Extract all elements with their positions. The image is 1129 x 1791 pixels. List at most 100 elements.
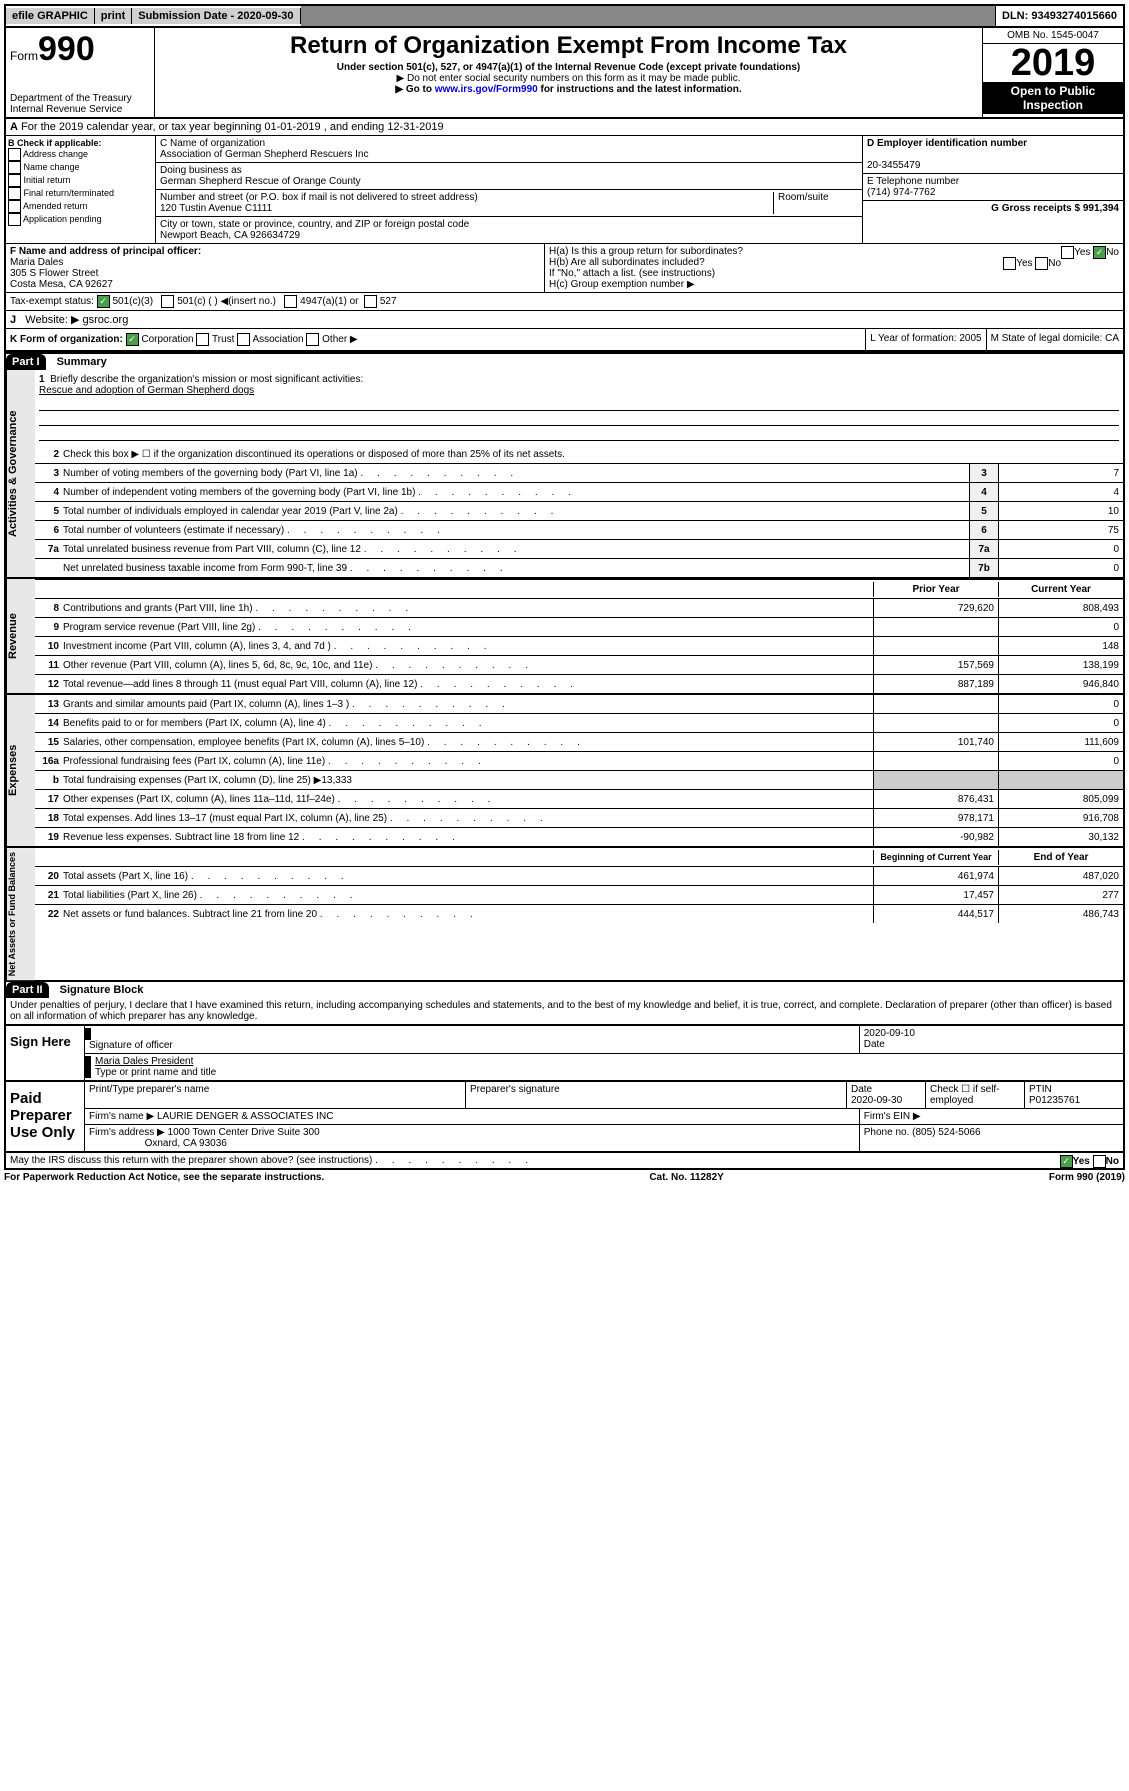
- prep-name-header: Print/Type preparer's name: [85, 1082, 466, 1108]
- efile-button[interactable]: efile GRAPHIC: [6, 8, 95, 24]
- table-row: 10Investment income (Part VIII, column (…: [35, 637, 1123, 656]
- check-pending[interactable]: Application pending: [8, 213, 153, 226]
- firm-addr2: Oxnard, CA 93036: [145, 1138, 227, 1149]
- officer-addr2: Costa Mesa, CA 92627: [10, 279, 113, 290]
- inspection-label: Open to PublicInspection: [983, 82, 1123, 114]
- form-title: Return of Organization Exempt From Incom…: [157, 32, 980, 60]
- state-domicile: M State of legal domicile: CA: [987, 329, 1123, 350]
- tax-exempt-label: Tax-exempt status:: [10, 296, 94, 307]
- boy-header: Beginning of Current Year: [873, 850, 998, 864]
- q1-label: Briefly describe the organization's miss…: [50, 374, 363, 385]
- dba-label: Doing business as: [160, 165, 858, 176]
- table-row: Net unrelated business taxable income fr…: [35, 559, 1123, 577]
- room-suite: Room/suite: [773, 192, 858, 214]
- check-501c3[interactable]: ✓: [97, 295, 110, 308]
- check-name[interactable]: Name change: [8, 161, 153, 174]
- check-final[interactable]: Final return/terminated: [8, 187, 153, 200]
- table-row: 21Total liabilities (Part X, line 26)17,…: [35, 886, 1123, 905]
- page-footer: For Paperwork Reduction Act Notice, see …: [4, 1170, 1125, 1185]
- form-header: Form990 Department of the Treasury Inter…: [4, 28, 1125, 119]
- ha-row: H(a) Is this a group return for subordin…: [549, 246, 1119, 257]
- phone-value: (714) 974-7762: [867, 187, 935, 198]
- table-row: 15Salaries, other compensation, employee…: [35, 733, 1123, 752]
- irs-label: Internal Revenue Service: [10, 104, 150, 115]
- check-address[interactable]: Address change: [8, 148, 153, 161]
- sign-here-section: Sign Here Signature of officer 2020-09-1…: [4, 1025, 1125, 1082]
- check-corp[interactable]: ✓: [126, 333, 139, 346]
- row-a: A For the 2019 calendar year, or tax yea…: [4, 119, 1125, 136]
- addr-label: Number and street (or P.O. box if mail i…: [160, 192, 773, 203]
- check-initial[interactable]: Initial return: [8, 174, 153, 187]
- city-state-zip: Newport Beach, CA 926634729: [160, 230, 858, 241]
- table-row: 7aTotal unrelated business revenue from …: [35, 540, 1123, 559]
- section-b: B Check if applicable: Address change Na…: [6, 136, 156, 243]
- print-button[interactable]: print: [95, 8, 132, 24]
- self-employed-check[interactable]: Check ☐ if self-employed: [926, 1082, 1025, 1108]
- row-j: J Website: ▶ gsroc.org: [4, 311, 1125, 329]
- table-row: 18Total expenses. Add lines 13–17 (must …: [35, 809, 1123, 828]
- form-number: Form990: [10, 30, 150, 69]
- table-row: 9Program service revenue (Part VIII, lin…: [35, 618, 1123, 637]
- table-row: 3Number of voting members of the governi…: [35, 464, 1123, 483]
- table-row: 4Number of independent voting members of…: [35, 483, 1123, 502]
- paid-preparer-section: Paid Preparer Use Only Print/Type prepar…: [4, 1082, 1125, 1153]
- info-grid: B Check if applicable: Address change Na…: [4, 136, 1125, 244]
- irs-link[interactable]: www.irs.gov/Form990: [435, 84, 538, 95]
- table-row: 12Total revenue—add lines 8 through 11 (…: [35, 675, 1123, 693]
- table-row: 16aProfessional fundraising fees (Part I…: [35, 752, 1123, 771]
- discuss-yes[interactable]: ✓: [1060, 1155, 1073, 1168]
- street-address: 120 Tustin Avenue C1111: [160, 203, 773, 214]
- eoy-header: End of Year: [998, 850, 1123, 865]
- paid-preparer-label: Paid Preparer Use Only: [6, 1082, 85, 1151]
- top-bar: efile GRAPHIC print Submission Date - 20…: [4, 4, 1125, 28]
- org-name-label: C Name of organization: [160, 138, 858, 149]
- ptin-value: P01235761: [1029, 1095, 1080, 1106]
- gross-receipts: G Gross receipts $ 991,394: [991, 203, 1119, 214]
- row-k: K Form of organization: ✓ Corporation Tr…: [4, 329, 1125, 352]
- pra-notice: For Paperwork Reduction Act Notice, see …: [4, 1172, 324, 1183]
- table-row: 5Total number of individuals employed in…: [35, 502, 1123, 521]
- form-footer: Form 990 (2019): [1049, 1172, 1125, 1183]
- perjury-text: Under penalties of perjury, I declare th…: [4, 998, 1125, 1025]
- org-name: Association of German Shepherd Rescuers …: [160, 149, 858, 160]
- revenue-section: Revenue Prior Year Current Year 8Contrib…: [4, 579, 1125, 695]
- side-expenses: Expenses: [6, 695, 35, 846]
- expenses-section: Expenses 13Grants and similar amounts pa…: [4, 695, 1125, 848]
- officer-label: F Name and address of principal officer:: [10, 246, 201, 257]
- netassets-section: Net Assets or Fund Balances Beginning of…: [4, 848, 1125, 982]
- tax-year: 2019: [983, 44, 1123, 82]
- officer-printed-name: Maria Dales President: [95, 1056, 193, 1067]
- subtitle-1: Under section 501(c), 527, or 4947(a)(1)…: [157, 62, 980, 73]
- table-row: 17Other expenses (Part IX, column (A), l…: [35, 790, 1123, 809]
- mission-text: Rescue and adoption of German Shepherd d…: [39, 385, 254, 396]
- table-row: 19Revenue less expenses. Subtract line 1…: [35, 828, 1123, 846]
- part2-header: Part II: [6, 982, 49, 998]
- side-governance: Activities & Governance: [6, 370, 35, 577]
- current-year-header: Current Year: [998, 582, 1123, 597]
- check-amended[interactable]: Amended return: [8, 200, 153, 213]
- side-netassets: Net Assets or Fund Balances: [6, 848, 35, 980]
- table-row: 8Contributions and grants (Part VIII, li…: [35, 599, 1123, 618]
- sign-here-label: Sign Here: [6, 1026, 85, 1080]
- table-row: 22Net assets or fund balances. Subtract …: [35, 905, 1123, 923]
- discuss-row: May the IRS discuss this return with the…: [4, 1153, 1125, 1170]
- firm-addr1: 1000 Town Center Drive Suite 300: [168, 1127, 320, 1138]
- table-row: 6Total number of volunteers (estimate if…: [35, 521, 1123, 540]
- firm-name: LAURIE DENGER & ASSOCIATES INC: [157, 1111, 334, 1122]
- table-row: 11Other revenue (Part VIII, column (A), …: [35, 656, 1123, 675]
- city-label: City or town, state or province, country…: [160, 219, 858, 230]
- q2-text: Check this box ▶ ☐ if the organization d…: [63, 447, 1123, 462]
- section-d: D Employer identification number 20-3455…: [862, 136, 1123, 243]
- row-i: Tax-exempt status: ✓ 501(c)(3) 501(c) ( …: [4, 293, 1125, 311]
- subtitle-2: ▶ Do not enter social security numbers o…: [157, 73, 980, 84]
- firm-phone: Phone no. (805) 524-5066: [860, 1125, 1123, 1151]
- ein-value: 20-3455479: [867, 160, 920, 171]
- sig-date-label: Date: [864, 1039, 885, 1050]
- prior-year-header: Prior Year: [873, 582, 998, 597]
- phone-label: E Telephone number: [867, 176, 959, 187]
- dln-number: DLN: 93493274015660: [996, 8, 1123, 24]
- table-row: 20Total assets (Part X, line 16)461,9744…: [35, 867, 1123, 886]
- table-row: bTotal fundraising expenses (Part IX, co…: [35, 771, 1123, 790]
- cat-number: Cat. No. 11282Y: [649, 1172, 723, 1183]
- part1-title: Summary: [49, 356, 107, 368]
